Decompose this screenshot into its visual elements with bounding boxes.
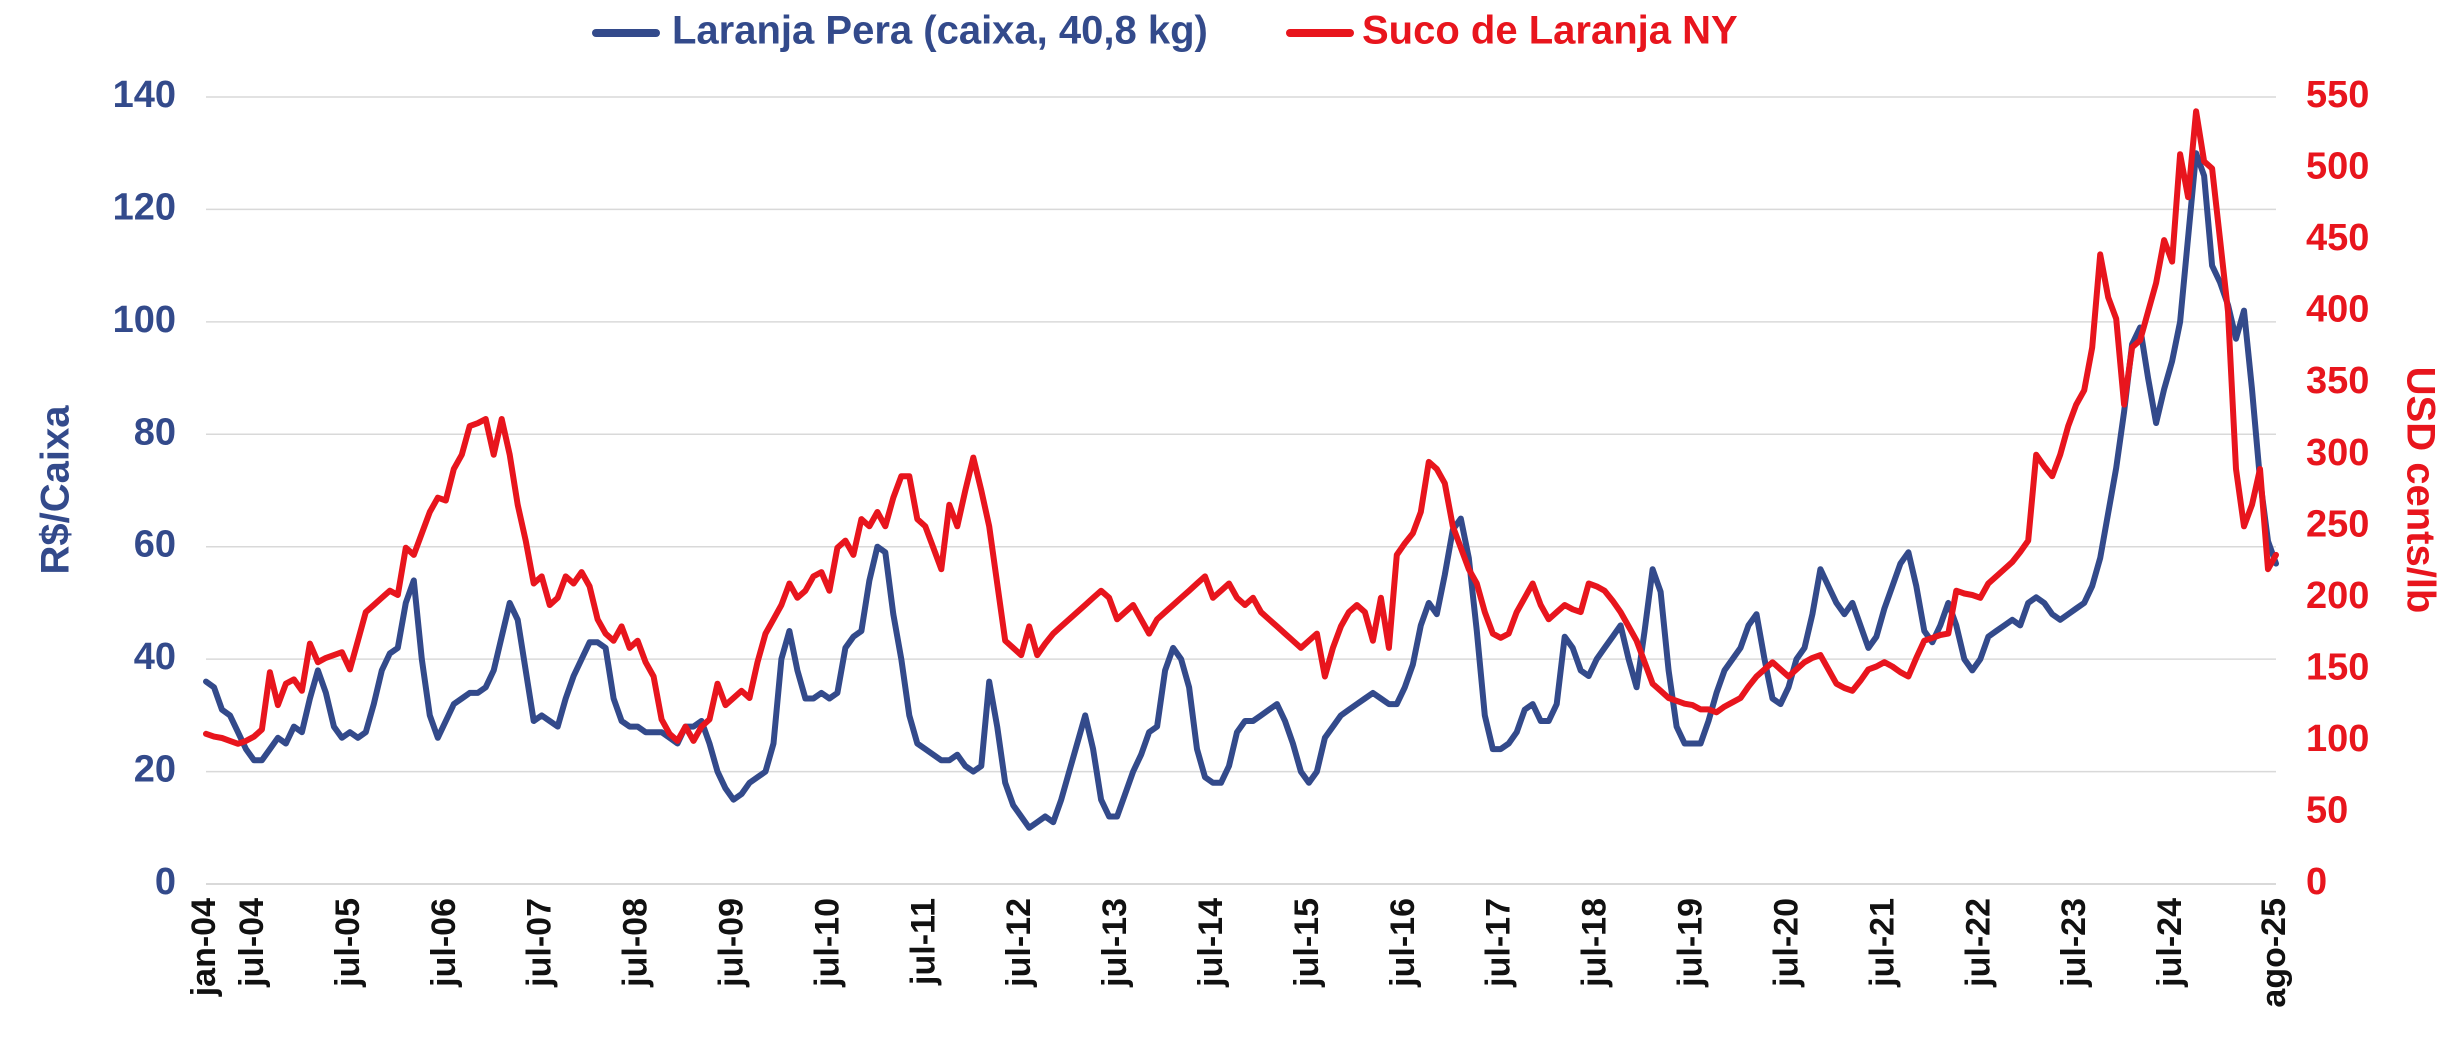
x-tick-label: jul-18	[1576, 898, 1614, 988]
y-tick-label: 40	[134, 636, 176, 678]
x-tick-label: jul-17	[1480, 898, 1518, 988]
x-tick-label: jul-10	[808, 898, 846, 988]
y-tick-label: 140	[113, 74, 176, 116]
x-tick-label: jul-13	[1096, 898, 1134, 988]
x-tick-label: jul-05	[329, 898, 367, 988]
y-tick-label: 60	[134, 524, 176, 566]
x-tick-label: jul-06	[425, 898, 463, 988]
x-tick-label: jul-08	[617, 898, 655, 988]
y2-tick-label: 300	[2306, 432, 2369, 474]
x-tick-label: ago-25	[2255, 898, 2293, 1008]
x-tick-label: jul-20	[1767, 898, 1805, 988]
y-axis-title: R$/Caixa	[34, 405, 78, 575]
x-tick-label: jan-04	[185, 898, 223, 997]
x-tick-label: jul-21	[1863, 898, 1901, 988]
y2-tick-label: 500	[2306, 146, 2369, 188]
y2-tick-label: 200	[2306, 575, 2369, 617]
y-tick-label: 0	[155, 861, 176, 903]
x-tick-label: jul-16	[1384, 898, 1422, 988]
x-tick-label: jul-07	[521, 898, 559, 988]
x-tick-label: jul-19	[1672, 898, 1710, 988]
x-tick-label: jul-24	[2151, 898, 2189, 988]
x-tick-label: jul-23	[2055, 898, 2093, 988]
series-line	[203, 108, 2279, 747]
y-tick-label: 120	[113, 186, 176, 228]
legend-label: Laranja Pera (caixa, 40,8 kg)	[672, 9, 1208, 53]
y2-tick-label: 50	[2306, 789, 2348, 831]
y2-tick-label: 400	[2306, 289, 2369, 331]
x-tick-label: jul-12	[1000, 898, 1038, 988]
y-tick-label: 20	[134, 749, 176, 791]
x-tick-label: jul-11	[904, 898, 942, 986]
x-tick-label: jul-14	[1192, 898, 1230, 988]
y2-tick-label: 550	[2306, 74, 2369, 116]
y2-tick-label: 250	[2306, 503, 2369, 545]
y2-tick-label: 0	[2306, 861, 2327, 903]
y2-tick-label: 100	[2306, 718, 2369, 760]
y-tick-label: 100	[113, 299, 176, 341]
y2-tick-label: 350	[2306, 360, 2369, 402]
x-tick-label: jul-22	[1959, 898, 1997, 988]
x-tick-label: jul-04	[233, 898, 271, 988]
y-tick-label: 80	[134, 411, 176, 453]
y2-tick-label: 150	[2306, 646, 2369, 688]
legend-label: Suco de Laranja NY	[1362, 9, 1738, 53]
x-tick-label: jul-15	[1288, 898, 1326, 988]
x-tick-label: jul-09	[712, 898, 750, 988]
y2-axis-title: USD cents/lb	[2398, 367, 2442, 614]
y2-tick-label: 450	[2306, 217, 2369, 259]
